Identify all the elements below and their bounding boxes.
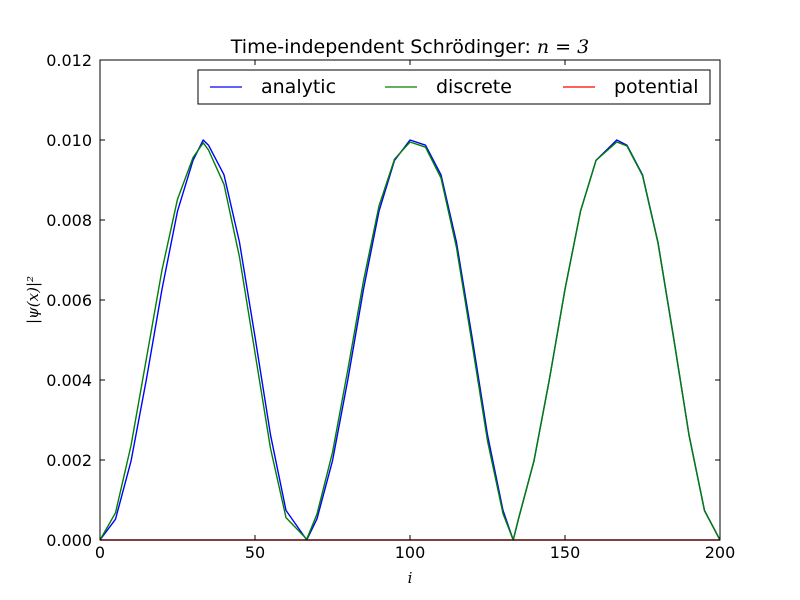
x-tick-label: 200 [705, 543, 736, 562]
y-tick-label: 0.004 [46, 371, 92, 390]
y-tick-label: 0.002 [46, 451, 92, 470]
series-line-analytic [99, 139, 721, 541]
legend-label-analytic: analytic [261, 76, 336, 98]
plot-area [100, 60, 720, 540]
x-tick-label: 50 [245, 543, 265, 562]
legend-item-discrete: discrete [385, 76, 512, 98]
legend-box [197, 69, 711, 105]
x-tick-label: 150 [550, 543, 581, 562]
y-axis-label: |ψ(x)|² [24, 276, 42, 324]
chart-title: Time-independent Schrödinger: n = 3 [230, 36, 589, 58]
chart-title-text: Time-independent Schrödinger: [230, 36, 537, 58]
y-tick-label: 0.012 [46, 51, 92, 70]
y-tick-label: 0.008 [46, 211, 92, 230]
axes-frame [99, 59, 721, 541]
legend-label-potential: potential [614, 76, 699, 98]
y-tick-label: 0.010 [46, 131, 92, 150]
tick-layer: 0 50 100 150 200 0.000 0.002 0.004 0.006 0.008 0.0… [46, 51, 735, 562]
y-tick-label: 0.000 [46, 531, 92, 550]
x-axis-label: i [408, 569, 413, 587]
legend-item-potential: potential [563, 76, 699, 98]
y-tick-label: 0.006 [46, 291, 92, 310]
x-tick-label: 100 [395, 543, 426, 562]
legend: analytic discrete potential [197, 69, 711, 105]
series-line-discrete [99, 141, 721, 541]
chart-title-math: n = 3 [537, 36, 589, 58]
x-tick-label: 0 [95, 543, 105, 562]
legend-item-analytic: analytic [210, 76, 336, 98]
legend-label-discrete: discrete [436, 76, 512, 98]
